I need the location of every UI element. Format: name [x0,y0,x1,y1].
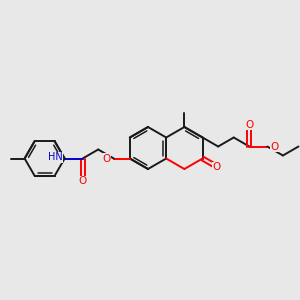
Text: O: O [270,142,279,152]
Text: O: O [79,176,87,187]
Text: O: O [245,119,254,130]
Text: O: O [103,154,111,164]
Text: O: O [213,163,221,172]
Text: HN: HN [48,152,63,163]
